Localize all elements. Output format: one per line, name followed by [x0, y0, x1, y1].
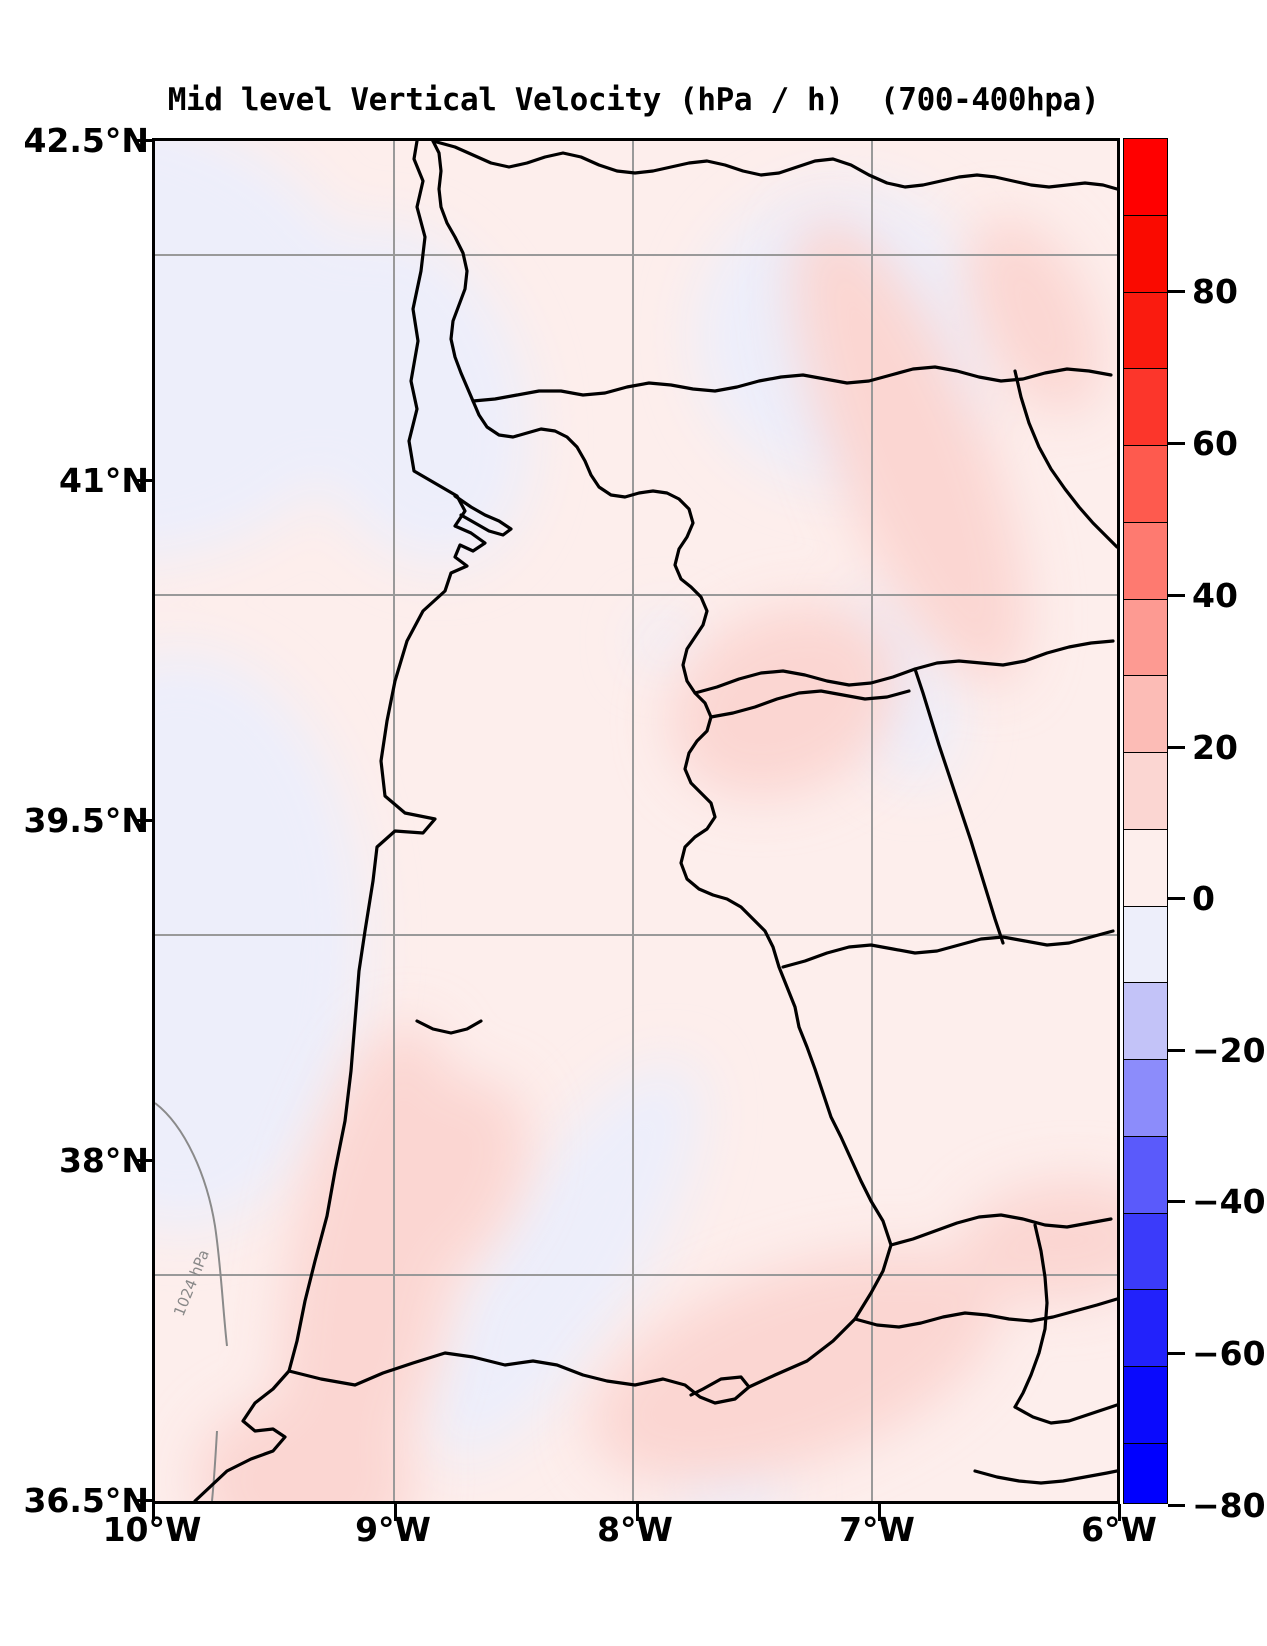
colorbar: [1123, 138, 1168, 1504]
lon-label-8w: 8°W: [597, 1510, 673, 1549]
map-plot-area: [152, 138, 1120, 1504]
colorbar-band-14: [1124, 1213, 1167, 1291]
colorbar-band-13: [1124, 1136, 1167, 1214]
cbar-tick-m60: [1168, 1352, 1185, 1355]
colorbar-band-6: [1124, 599, 1167, 677]
cbar-tick-20: [1168, 746, 1185, 749]
colorbar-band-2: [1124, 292, 1167, 370]
colorbar-band-4: [1124, 446, 1167, 523]
cbar-tick-m40: [1168, 1200, 1185, 1203]
y-tick-36-5: [136, 1499, 153, 1502]
colorbar-band-8: [1124, 753, 1167, 830]
lon-label-9w: 9°W: [355, 1510, 431, 1549]
colorbar-band-16: [1124, 1367, 1167, 1445]
x-tick-9w: [394, 1504, 397, 1521]
cbar-label-40: 40: [1192, 576, 1238, 615]
title-line-1: Mid level Vertical Velocity (hPa / h) (7…: [167, 82, 1100, 118]
colorbar-band-10: [1124, 906, 1167, 984]
y-tick-38: [136, 1159, 153, 1162]
x-tick-6w: [1118, 1504, 1121, 1521]
cbar-label-m40: −40: [1192, 1182, 1266, 1221]
cbar-label-0: 0: [1192, 879, 1215, 918]
lat-label-39-5: 39.5°N: [23, 801, 149, 840]
cbar-label-20: 20: [1192, 728, 1238, 767]
lat-label-38: 38°N: [58, 1141, 149, 1180]
cbar-label-m60: −60: [1192, 1334, 1266, 1373]
lat-label-36-5: 36.5°N: [23, 1481, 149, 1520]
y-tick-42-5: [136, 139, 153, 142]
colorbar-band-11: [1124, 983, 1167, 1061]
y-tick-41: [136, 479, 153, 482]
cbar-label-m20: −20: [1192, 1031, 1266, 1070]
colorbar-band-0: [1124, 139, 1167, 216]
cbar-tick-40: [1168, 594, 1185, 597]
colorbar-band-15: [1124, 1290, 1167, 1368]
cbar-label-m80: −80: [1192, 1486, 1266, 1525]
lon-label-10w: 10°W: [102, 1510, 202, 1549]
cbar-tick-m80: [1168, 1504, 1185, 1507]
cbar-label-80: 80: [1192, 272, 1238, 311]
cbar-tick-0: [1168, 897, 1185, 900]
cbar-tick-80: [1168, 290, 1185, 293]
cbar-tick-60: [1168, 442, 1185, 445]
colorbar-band-17: [1124, 1444, 1167, 1503]
vertical-velocity-field: [155, 141, 1117, 1501]
map-gridlines: [155, 141, 1117, 1501]
colorbar-band-9: [1124, 829, 1167, 907]
colorbar-band-3: [1124, 369, 1167, 447]
x-tick-7w: [878, 1504, 881, 1521]
lon-label-7w: 7°W: [839, 1510, 915, 1549]
lat-label-41: 41°N: [58, 461, 149, 500]
colorbar-band-7: [1124, 676, 1167, 754]
colorbar-band-5: [1124, 522, 1167, 600]
coastline-and-borders: [193, 141, 1117, 1501]
x-tick-10w: [152, 1504, 155, 1521]
lat-label-42-5: 42.5°N: [23, 121, 149, 160]
colorbar-band-12: [1124, 1060, 1167, 1137]
x-tick-8w: [636, 1504, 639, 1521]
cbar-label-60: 60: [1192, 424, 1238, 463]
isobar-1024: [155, 1102, 228, 1501]
cbar-tick-m20: [1168, 1049, 1185, 1052]
y-tick-39-5: [136, 819, 153, 822]
colorbar-band-1: [1124, 215, 1167, 293]
